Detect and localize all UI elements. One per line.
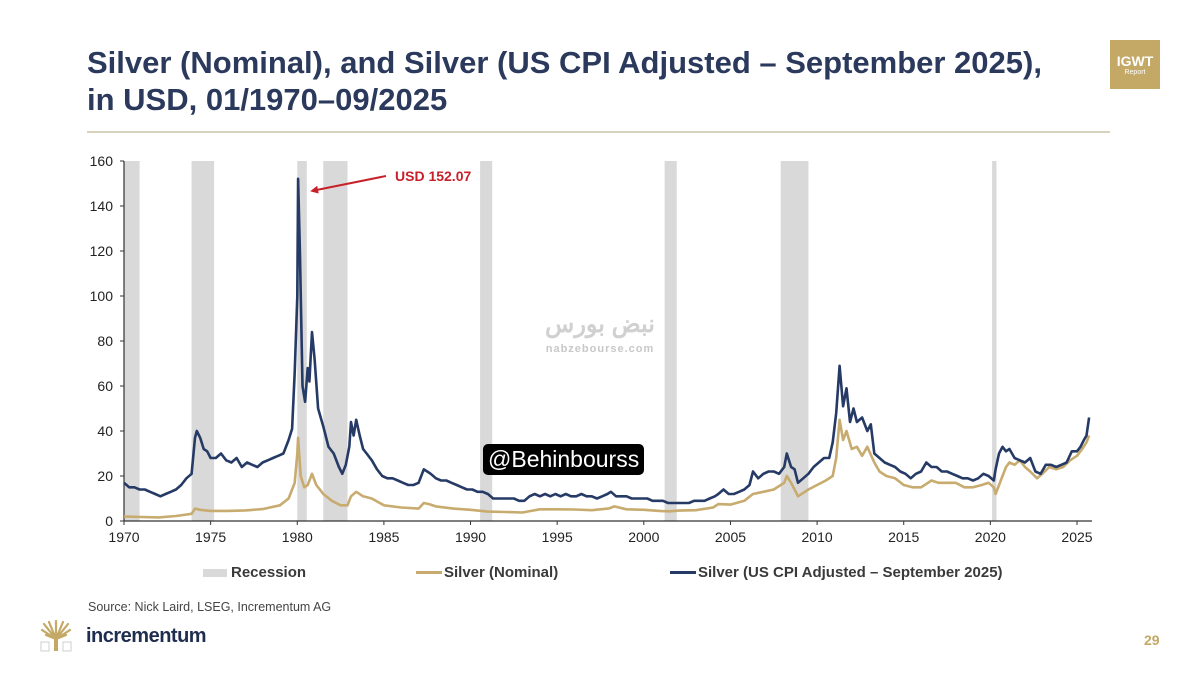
title-divider [87,131,1110,133]
badge-title: IGWT [1116,53,1154,69]
x-tick-label: 1970 [108,529,139,545]
y-tick-label: 100 [90,288,114,304]
annotation-arrow [310,175,387,194]
recession-band [664,161,677,521]
page-number: 29 [1144,632,1160,648]
legend-swatch-recession [203,568,227,577]
axes: 0 20 40 60 80 100 120 140 160 1970 1975 1980 1985 199… [90,153,1093,545]
x-tick-label: 2025 [1061,529,1092,545]
watermark-logo-text: نبض بورس [545,311,655,338]
legend-label-cpi-adjusted: Silver (US CPI Adjusted – September 2025… [698,564,1003,581]
y-tick-label: 80 [97,333,113,349]
channel-handle-label: @Behinbourss [483,444,645,475]
legend-swatch-nominal [416,571,442,574]
incrementum-logo: incrementum [40,620,207,652]
x-tick-label: 1980 [282,529,313,545]
x-tick-label: 2020 [975,529,1006,545]
recession-band [191,161,215,521]
watermark-url: nabzebourse.com [545,343,655,355]
silver-price-chart: 0 20 40 60 80 100 120 140 160 1970 1975 1980 1985 199… [90,153,1093,545]
x-tick-label: 1995 [542,529,573,545]
y-tick-label: 60 [97,378,113,394]
series-line-cpi-adjusted [123,177,1091,505]
y-tick-label: 140 [90,198,114,214]
legend-label-recession: Recession [231,564,307,581]
page-title: Silver (Nominal), and Silver (US CPI Adj… [87,45,1042,117]
igwt-report-badge: IGWT Report [1110,40,1160,89]
x-tick-label: 1990 [455,529,486,545]
y-tick-label: 40 [97,423,113,439]
recession-band [480,161,493,521]
series-line-nominal [123,418,1091,519]
y-tick-label: 120 [90,243,114,259]
x-tick-label: 1985 [368,529,399,545]
badge-subtitle: Report [1124,69,1146,76]
tree-icon [40,620,72,652]
legend-item-cpi-adjusted: Silver (US CPI Adjusted – September 2025… [670,564,1003,581]
peak-annotation-label: USD 152.07 [395,168,472,184]
legend-item-nominal: Silver (Nominal) [416,564,558,581]
recession-band [124,161,140,521]
watermark: نبض بورس nabzebourse.com [520,305,680,375]
y-tick-label: 0 [105,513,113,529]
y-tick-label: 20 [97,468,113,484]
source-note: Source: Nick Laird, LSEG, Incrementum AG [88,600,332,614]
x-tick-label: 2010 [802,529,833,545]
legend-swatch-cpi-adjusted [670,571,696,574]
x-tick-label: 1975 [195,529,226,545]
chart-legend: Recession Silver (Nominal) Silver (US CP… [0,564,1200,584]
x-tick-label: 2005 [715,529,746,545]
recession-band [992,161,997,521]
x-tick-label: 2000 [628,529,659,545]
logo-wordmark: incrementum [86,624,207,647]
y-tick-label: 160 [90,153,114,169]
x-tick-label: 2015 [888,529,919,545]
legend-item-recession: Recession [203,564,306,581]
legend-label-nominal: Silver (Nominal) [444,564,559,581]
annotation-arrow-group [310,175,387,194]
series-lines [123,177,1091,519]
